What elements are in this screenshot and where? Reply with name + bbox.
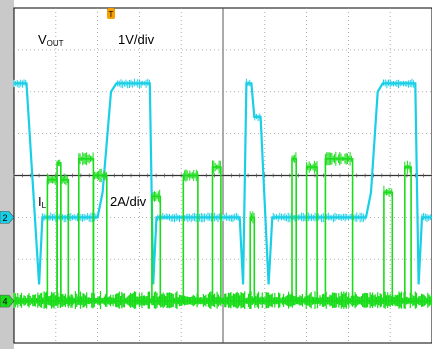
il-pulse-ripple — [60, 172, 68, 187]
il-pulse-ripple — [306, 160, 318, 174]
il-pulse-ripple — [78, 152, 94, 166]
il-pulse-ripple — [324, 151, 352, 166]
channel-gutter — [0, 0, 14, 349]
il-scale-label: 2A/div — [110, 194, 147, 209]
marker-shape — [0, 294, 15, 308]
vout-ground-marker: 2 — [0, 211, 15, 224]
vout-ripple — [13, 78, 431, 223]
il-pulse-ripple — [67, 294, 74, 309]
il-pulse-ripple — [404, 160, 411, 174]
marker-label: 4 — [2, 297, 7, 307]
vout-scale-label: 1V/div — [118, 32, 155, 47]
marker-label: 2 — [2, 213, 7, 223]
il-pulse-ripple — [182, 169, 199, 182]
traces — [13, 78, 432, 310]
il-pulse — [324, 158, 354, 302]
il-pulse-ripple — [249, 211, 255, 224]
il-pulse-ripple — [151, 189, 161, 204]
il-pulse-ripple — [383, 185, 393, 199]
marker-shape — [0, 211, 15, 224]
il-ground-marker: 4 — [0, 294, 15, 308]
il-pulse-ripple — [92, 168, 107, 183]
trigger-marker: T — [107, 8, 115, 19]
svg-text:T: T — [109, 10, 114, 19]
il-pulse-ripple — [56, 159, 61, 167]
il-pulse-ripple — [212, 160, 221, 174]
il-pulse — [249, 216, 256, 302]
vout-label: VOUT — [38, 32, 64, 48]
il-pulse-ripple — [46, 174, 57, 186]
il-label: IL — [38, 194, 47, 210]
il-pulse-ripple — [291, 152, 297, 166]
il-pulse — [404, 166, 412, 302]
